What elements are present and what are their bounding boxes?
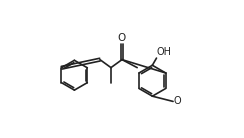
Text: O: O <box>118 33 126 43</box>
Text: O: O <box>174 96 181 106</box>
Text: OH: OH <box>157 47 172 57</box>
